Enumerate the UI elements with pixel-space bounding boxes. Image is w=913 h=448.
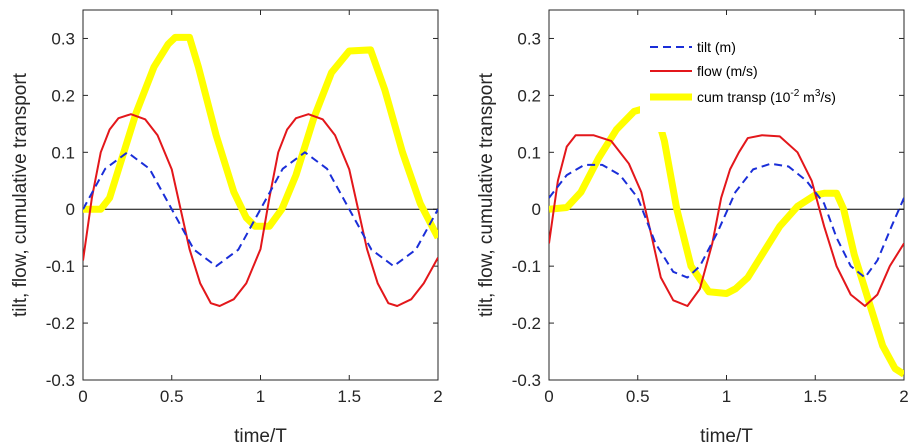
series-line-cum xyxy=(83,33,438,240)
y-tick-label: -0.2 xyxy=(512,314,541,333)
legend-flow-label: flow (m/s) xyxy=(697,63,758,79)
y-tick-label: 0.1 xyxy=(51,143,75,162)
x-tick-label: 1.5 xyxy=(803,387,827,406)
y-axis-label: tilt, flow, cumulative transport xyxy=(476,72,497,317)
legend: tilt (m) flow (m/s) cum transp (10-2 m3/… xyxy=(640,32,885,132)
legend-cum-label: cum transp (10-2 m3/s) xyxy=(697,88,836,105)
x-tick-label: 1.5 xyxy=(337,387,361,406)
y-tick-label: -0.2 xyxy=(46,314,75,333)
left-plot: 0 0.5 1 1.5 2 -0.3 -0.2 -0.1 0 0.1 0.2 0.3 time/T til… xyxy=(10,9,443,447)
x-axis-label: time/T xyxy=(700,426,753,447)
x-tick-label: 0.5 xyxy=(626,387,650,406)
series-line-tilt xyxy=(549,162,904,279)
y-tick-label: 0.3 xyxy=(51,29,75,48)
legend-tilt-label: tilt (m) xyxy=(697,39,736,55)
x-tick-label: 0 xyxy=(544,387,553,406)
y-tick-label: -0.1 xyxy=(512,257,541,276)
series-line-flow xyxy=(83,113,438,307)
x-tick-label: 1 xyxy=(256,387,265,406)
x-tick-label: 2 xyxy=(899,387,908,406)
series-line-tilt xyxy=(83,151,438,268)
legend-background xyxy=(640,32,885,132)
x-tick-label: 0 xyxy=(78,387,87,406)
x-tick-label: 1 xyxy=(722,387,731,406)
x-tick-label: 0.5 xyxy=(160,387,184,406)
series-line-flow xyxy=(549,134,904,307)
y-axis-label: tilt, flow, cumulative transport xyxy=(10,72,31,317)
y-tick-label: -0.3 xyxy=(512,371,541,390)
y-tick-label: -0.1 xyxy=(46,257,75,276)
y-tick-label: 0.3 xyxy=(517,29,541,48)
y-tick-label: 0.2 xyxy=(517,86,541,105)
x-tick-label: 2 xyxy=(433,387,442,406)
plot-area xyxy=(82,9,439,381)
y-tick-label: 0.1 xyxy=(517,143,541,162)
y-tick-label: 0.2 xyxy=(51,86,75,105)
y-tick-label: -0.3 xyxy=(46,371,75,390)
x-axis-label: time/T xyxy=(234,426,287,447)
y-tick-label: 0 xyxy=(66,200,75,219)
series-line-cum xyxy=(549,104,904,378)
y-tick-label: 0 xyxy=(532,200,541,219)
